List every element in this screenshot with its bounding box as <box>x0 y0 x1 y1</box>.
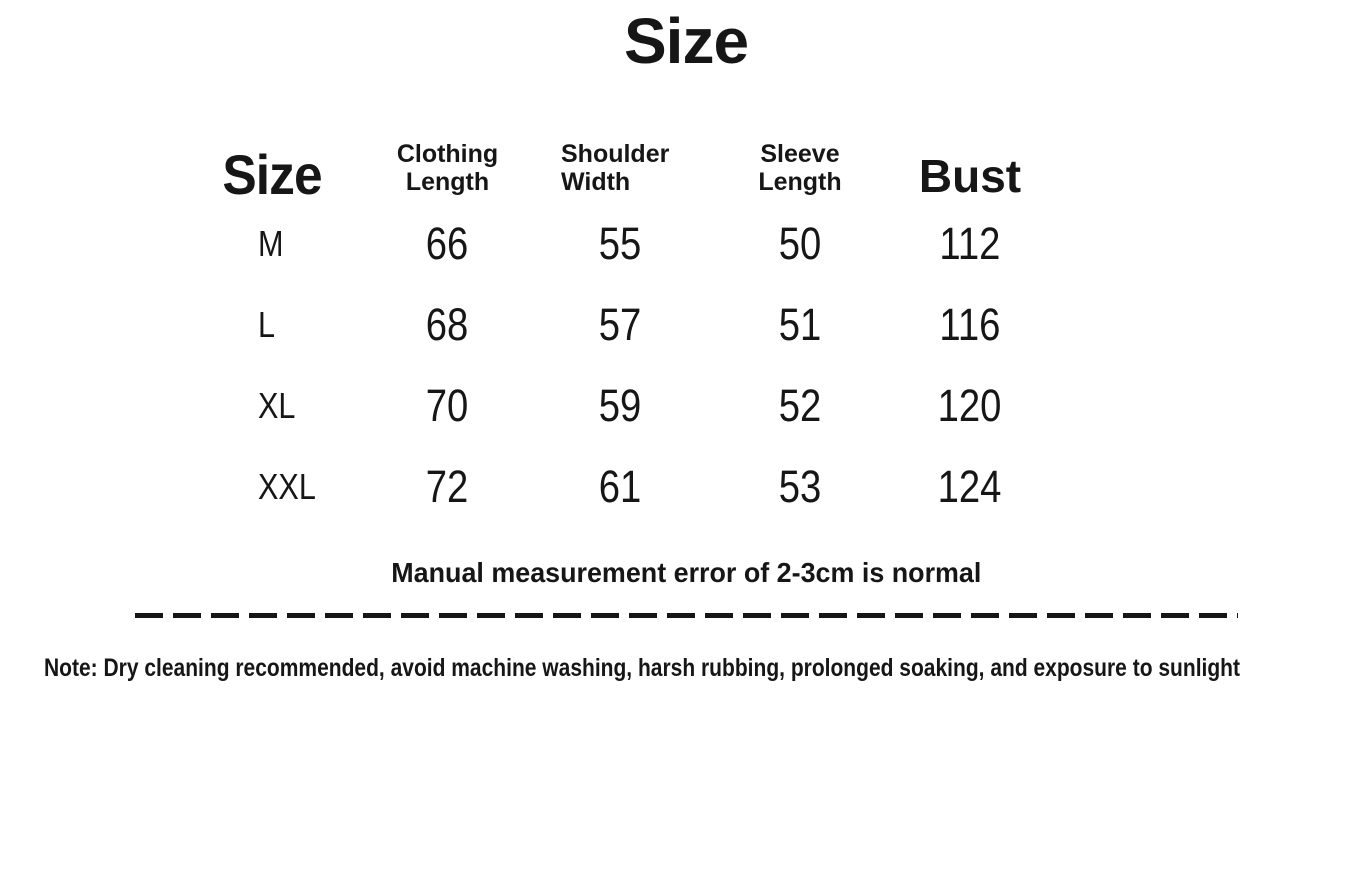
table-row-l-sleeve-length: 51 <box>710 284 890 365</box>
size-label: M <box>258 222 284 264</box>
table-row-xl-clothing-length: 70 <box>365 365 530 446</box>
table-row-m-shoulder-width: 55 <box>530 203 710 284</box>
dashed-divider <box>135 613 1238 619</box>
size-chart-table: Size Clothing Length Shoulder Width Slee… <box>180 75 1050 527</box>
cell-value: 50 <box>778 217 822 269</box>
column-header-size: Size <box>180 75 365 203</box>
size-label: L <box>258 303 276 345</box>
column-header-bust: Bust <box>890 75 1050 203</box>
page-title: Size <box>623 5 749 77</box>
table-row-xxl-bust: 124 <box>890 446 1050 527</box>
cell-value: 120 <box>938 379 1002 431</box>
cell-value: 57 <box>598 298 642 350</box>
table-row-xl-sleeve-length: 52 <box>710 365 890 446</box>
cell-value: 53 <box>778 460 822 512</box>
table-row-m-sleeve-length: 50 <box>710 203 890 284</box>
column-header-label: Bust <box>918 149 1022 202</box>
table-row-xl-size-label: XL <box>180 365 365 446</box>
table-row-l-size-label: L <box>180 284 365 365</box>
size-label: XL <box>258 384 296 426</box>
cell-value: 61 <box>598 460 642 512</box>
column-header-label: Shoulder Width <box>561 139 670 197</box>
care-note-text: Note: Dry cleaning recommended, avoid ma… <box>44 654 1241 683</box>
table-row-xxl-size-label: XXL <box>180 446 365 527</box>
column-header-shoulder-width: Shoulder Width <box>530 75 710 203</box>
column-header-clothing-length: Clothing Length <box>365 75 530 203</box>
table-row-l-clothing-length: 68 <box>365 284 530 365</box>
cell-value: 70 <box>426 379 469 431</box>
cell-value: 59 <box>598 379 642 431</box>
table-row-m-bust: 112 <box>890 203 1050 284</box>
cell-value: 72 <box>426 460 469 512</box>
table-row-xl-shoulder-width: 59 <box>530 365 710 446</box>
cell-value: 68 <box>426 298 469 350</box>
column-header-label: Sleeve Length <box>758 139 842 197</box>
column-header-sleeve-length: Sleeve Length <box>710 75 890 203</box>
column-header-label: Size <box>222 143 323 207</box>
cell-value: 66 <box>426 217 469 269</box>
cell-value: 55 <box>598 217 642 269</box>
cell-value: 52 <box>778 379 822 431</box>
table-row-l-bust: 116 <box>890 284 1050 365</box>
table-row-m-size-label: M <box>180 203 365 284</box>
cell-value: 112 <box>939 217 1001 269</box>
care-note: Note: Dry cleaning recommended, avoid ma… <box>44 652 1372 685</box>
cell-value: 116 <box>939 298 1001 350</box>
cell-value: 124 <box>938 460 1002 512</box>
measurement-note: Manual measurement error of 2-3cm is nor… <box>0 553 1372 592</box>
size-label: XXL <box>258 465 316 507</box>
table-row-xxl-sleeve-length: 53 <box>710 446 890 527</box>
table-row-xxl-shoulder-width: 61 <box>530 446 710 527</box>
table-row-xl-bust: 120 <box>890 365 1050 446</box>
table-row-l-shoulder-width: 57 <box>530 284 710 365</box>
column-header-label: Clothing Length <box>396 139 499 197</box>
table-row-m-clothing-length: 66 <box>365 203 530 284</box>
measurement-note-text: Manual measurement error of 2-3cm is nor… <box>390 557 982 589</box>
cell-value: 51 <box>778 298 822 350</box>
table-row-xxl-clothing-length: 72 <box>365 446 530 527</box>
